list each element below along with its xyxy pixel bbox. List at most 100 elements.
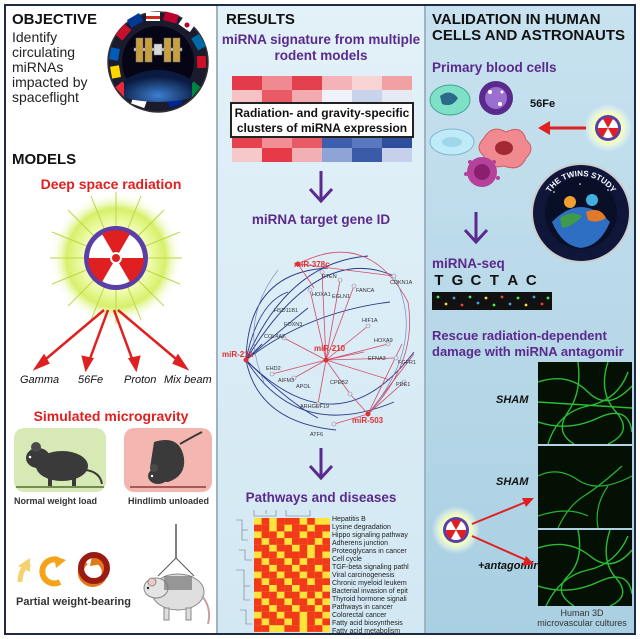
heatmap-cell bbox=[292, 538, 300, 545]
objective-line: miRNAs bbox=[12, 59, 64, 75]
objective-line: spaceflight bbox=[12, 89, 79, 105]
pathway-heatmap bbox=[236, 510, 330, 632]
heatmap-cell bbox=[284, 625, 292, 632]
radiation-to-panels-icon bbox=[432, 498, 534, 566]
heatmap-cell bbox=[299, 585, 308, 592]
culture-panel-sham-2 bbox=[538, 446, 632, 528]
pathway-item: Hippo signaling pathway bbox=[332, 532, 408, 539]
heatmap-cell bbox=[276, 558, 285, 565]
pathway-item: Viral carcinogenesis bbox=[332, 572, 395, 579]
gene-label: FGFR1 bbox=[398, 360, 417, 366]
heatmap-cell bbox=[276, 544, 285, 552]
heatmap-cell bbox=[314, 544, 323, 552]
heatmap-cell bbox=[299, 551, 308, 559]
gene-label: APOL bbox=[296, 384, 311, 390]
heatmap-cell bbox=[269, 578, 277, 585]
heatmap-cell bbox=[322, 558, 330, 565]
heatmap-cell bbox=[307, 605, 315, 612]
pathways-title: Pathways and diseases bbox=[245, 490, 397, 505]
heatmap-cell bbox=[299, 605, 308, 612]
hindlimb-label: Hindlimb unloaded bbox=[128, 496, 209, 506]
heatmap-cell bbox=[254, 598, 262, 606]
beam-label-mix: Mix beam bbox=[164, 374, 212, 386]
heatmap-cell bbox=[284, 591, 292, 599]
heatmap-cell bbox=[254, 558, 262, 565]
heatmap-cell bbox=[299, 578, 308, 585]
gene-label: AIFM3 bbox=[278, 378, 295, 384]
network-edges bbox=[243, 251, 415, 431]
gene-label: HOXA9 bbox=[374, 338, 393, 344]
heatmap-cell bbox=[314, 551, 323, 559]
heatmap-cell bbox=[261, 531, 270, 539]
gene-label: PTEN bbox=[322, 274, 337, 280]
panel-label: SHAM bbox=[496, 476, 529, 488]
pathway-item: Pathways in cancer bbox=[332, 604, 393, 611]
heatmap-cell bbox=[322, 544, 330, 552]
heatmap-cell bbox=[292, 551, 300, 559]
rescue-title: Rescue radiation-dependent damage with m… bbox=[432, 328, 624, 360]
heatmap-cell bbox=[254, 538, 262, 545]
heatmap-cell bbox=[276, 564, 285, 572]
heatmap-cell bbox=[314, 558, 323, 565]
validation-title-line: VALIDATION IN HUMAN bbox=[432, 11, 601, 28]
heatmap-cell bbox=[292, 625, 300, 632]
seq-letter: T bbox=[434, 272, 444, 289]
beam-label-fe: 56Fe bbox=[78, 374, 104, 386]
normal-load-box bbox=[14, 428, 106, 492]
heatmap-cell bbox=[269, 538, 277, 545]
heatmap-cell bbox=[276, 578, 285, 585]
heatmap-cell bbox=[261, 625, 270, 632]
heatmap-cell bbox=[292, 571, 300, 579]
heatmap-cell bbox=[254, 625, 262, 632]
gene-label: HIF1A bbox=[362, 318, 378, 324]
cluster-label-box: Radiation- and gravity-specific clusters… bbox=[230, 102, 414, 138]
heatmap-cell bbox=[292, 558, 300, 565]
heatmap-cell bbox=[322, 524, 330, 532]
microgravity-title: Simulated microgravity bbox=[33, 408, 189, 424]
heatmap-cell bbox=[261, 571, 270, 579]
heatmap-cell bbox=[261, 591, 270, 599]
heatmap-cell bbox=[254, 564, 262, 572]
pathway-list: Hepatitis B Lysine degradation Hippo sig… bbox=[332, 516, 409, 635]
harnessed-rat-icon bbox=[143, 524, 211, 625]
heatmap-cell bbox=[261, 518, 270, 525]
seq-letters: T G C T A C bbox=[432, 272, 538, 290]
fe-label: 56Fe bbox=[530, 98, 556, 110]
gene-label: HOXA1 bbox=[312, 292, 331, 298]
heatmap-cell bbox=[261, 551, 270, 559]
pathway-item: Fatty acid metabolism bbox=[332, 628, 401, 635]
target-gene-network: miR-378c miR-21a miR-210 miR-503 PTEN FA… bbox=[218, 232, 424, 448]
heatmap-cell bbox=[284, 611, 292, 619]
heatmap-cell bbox=[307, 558, 315, 565]
mirna-label: miR-21a bbox=[222, 350, 254, 359]
heatmap-cell bbox=[314, 625, 323, 632]
seq-letter: G bbox=[451, 272, 464, 289]
mission-patch-icon bbox=[107, 11, 209, 113]
sequencing-strip bbox=[432, 292, 552, 310]
heatmap-cell bbox=[269, 558, 277, 565]
mouse-normal-icon bbox=[16, 442, 104, 488]
validation-title: VALIDATION IN HUMAN CELLS AND ASTRONAUTS bbox=[432, 12, 625, 44]
heatmap-cell bbox=[292, 524, 300, 532]
heatmap-cell bbox=[254, 578, 262, 585]
models-title: MODELS bbox=[12, 151, 77, 168]
pathway-item: Colorectal cancer bbox=[332, 612, 387, 619]
heatmap-cell bbox=[322, 591, 330, 599]
beam-arrows bbox=[32, 309, 190, 373]
signature-title: miRNA signature from multiple rodent mod… bbox=[218, 32, 424, 64]
heatmap-cell bbox=[284, 544, 292, 552]
signature-title-line: rodent models bbox=[274, 48, 368, 63]
heatmap-cell bbox=[254, 544, 262, 552]
blood-cells-icon bbox=[429, 81, 532, 187]
gene-label: COL4A2 bbox=[264, 334, 286, 340]
hindlimb-box bbox=[124, 428, 212, 492]
radiation-burst-icon bbox=[50, 192, 182, 324]
heatmap-cell bbox=[261, 611, 270, 619]
heatmap-cell bbox=[307, 531, 315, 539]
vessel-image bbox=[538, 530, 632, 606]
heatmap-cell bbox=[269, 551, 277, 559]
left-column: OBJECTIVE Identify circulating miRNAs im… bbox=[6, 6, 216, 633]
graphical-abstract: OBJECTIVE Identify circulating miRNAs im… bbox=[4, 4, 636, 635]
gene-label: CDKN1A bbox=[390, 280, 413, 286]
heatmap-cell bbox=[314, 598, 323, 606]
